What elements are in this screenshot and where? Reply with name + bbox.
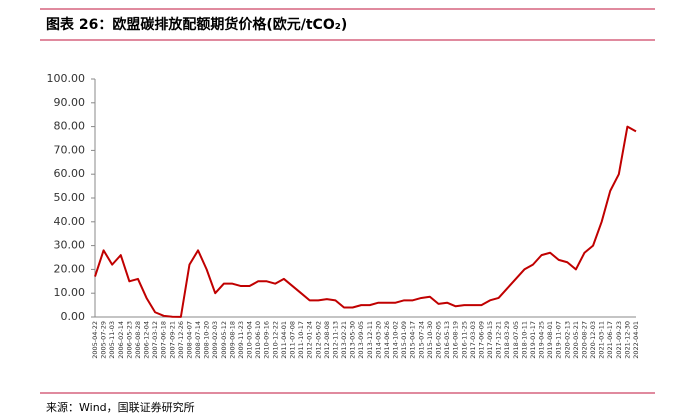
x-tick-label: 2019-08-01	[546, 321, 554, 359]
x-tick-label: 2020-02-13	[563, 321, 571, 359]
y-tick-label: 100.00	[47, 72, 86, 85]
x-tick-label: 2005-07-29	[100, 321, 108, 359]
x-tick-label: 2007-12-26	[177, 321, 185, 359]
x-tick-label: 2007-03-12	[151, 321, 159, 359]
x-tick-label: 2010-09-16	[263, 321, 271, 359]
x-tick-label: 2007-09-21	[168, 321, 176, 359]
x-tick-label: 2009-02-03	[211, 321, 219, 359]
x-tick-label: 2010-06-10	[254, 321, 262, 359]
x-tick-label: 2012-01-24	[306, 321, 314, 359]
x-tick-label: 2011-10-17	[297, 321, 305, 359]
x-tick-label: 2015-04-17	[409, 321, 417, 359]
x-tick-label: 2005-11-03	[108, 321, 116, 359]
x-tick-label: 2006-08-28	[134, 321, 142, 359]
x-tick-label: 2015-07-24	[417, 321, 425, 359]
x-tick-label: 2017-03-03	[469, 321, 477, 359]
x-tick-label: 2019-04-25	[538, 321, 546, 359]
x-tick-label: 2010-12-22	[271, 321, 279, 359]
y-tick-label: 10.00	[54, 286, 86, 299]
x-tick-label: 2009-11-23	[237, 321, 245, 359]
x-tick-label: 2018-07-05	[512, 321, 520, 359]
y-tick-label: 90.00	[54, 96, 86, 109]
x-tick-label: 2017-12-21	[495, 321, 503, 359]
x-tick-label: 2014-06-26	[383, 321, 391, 359]
x-tick-label: 2007-06-18	[160, 321, 168, 359]
x-tick-label: 2012-05-02	[314, 321, 322, 359]
x-tick-label: 2018-10-11	[520, 321, 528, 359]
x-tick-label: 2016-05-13	[443, 321, 451, 359]
y-tick-label: 70.00	[54, 143, 86, 156]
x-tick-label: 2013-05-30	[349, 321, 357, 359]
price-line	[94, 125, 637, 318]
x-tick-label: 2021-06-17	[606, 321, 614, 359]
x-tick-label: 2013-12-11	[366, 321, 374, 359]
x-tick-label: 2008-10-20	[203, 321, 211, 359]
y-tick-label: 30.00	[54, 239, 86, 252]
y-tick-label: 80.00	[54, 120, 86, 133]
y-tick-label: 20.00	[54, 262, 86, 275]
x-tick-label: 2014-10-02	[392, 321, 400, 359]
x-tick-label: 2013-09-05	[357, 321, 365, 359]
source-note: 来源：Wind，国联证券研究所	[46, 400, 195, 414]
x-tick-label: 2019-11-07	[555, 321, 563, 359]
x-tick-label: 2015-10-30	[426, 321, 434, 359]
x-tick-label: 2011-07-08	[289, 321, 297, 359]
x-tick-label: 2017-06-09	[477, 321, 485, 359]
x-tick-label: 2021-09-23	[615, 321, 623, 359]
x-tick-label: 2009-08-18	[228, 321, 236, 359]
x-tick-label: 2015-01-09	[400, 321, 408, 359]
x-tick-label: 2020-05-21	[572, 321, 580, 359]
y-tick-label: 50.00	[54, 191, 86, 204]
x-tick-label: 2013-02-21	[340, 321, 348, 359]
x-tick-label: 2020-12-03	[589, 321, 597, 359]
x-tick-label: 2020-08-27	[580, 321, 588, 359]
x-tick-label: 2008-07-14	[194, 321, 202, 359]
x-tick-label: 2017-09-15	[486, 321, 494, 359]
y-tick-label: 60.00	[54, 167, 86, 180]
x-tick-label: 2021-12-30	[623, 321, 631, 359]
chart-title: 图表 26：欧盟碳排放配额期货价格(欧元/tCO₂)	[46, 16, 347, 33]
x-tick-label: 2019-01-17	[529, 321, 537, 359]
x-tick-label: 2011-04-01	[280, 321, 288, 359]
y-tick-label: 0.00	[61, 310, 86, 323]
x-tick-label: 2010-03-04	[246, 321, 254, 359]
x-tick-label: 2016-08-19	[452, 321, 460, 359]
x-tick-label: 2005-04-22	[91, 321, 99, 359]
y-tick-label: 40.00	[54, 215, 86, 228]
x-tick-label: 2018-03-29	[503, 321, 511, 359]
x-tick-label: 2009-05-12	[220, 321, 228, 359]
x-tick-label: 2016-11-25	[460, 321, 468, 359]
x-tick-label: 2006-02-14	[117, 321, 125, 359]
x-tick-label: 2008-04-07	[185, 321, 193, 359]
x-tick-label: 2014-03-20	[374, 321, 382, 359]
x-tick-label: 2006-05-23	[125, 321, 133, 359]
x-tick-label: 2012-11-13	[331, 321, 339, 359]
x-tick-label: 2016-02-05	[434, 321, 442, 359]
x-tick-label: 2012-08-08	[323, 321, 331, 359]
x-tick-label: 2006-12-04	[143, 321, 151, 359]
x-tick-label: 2021-03-11	[598, 321, 606, 359]
x-tick-label: 2022-04-01	[632, 321, 640, 359]
